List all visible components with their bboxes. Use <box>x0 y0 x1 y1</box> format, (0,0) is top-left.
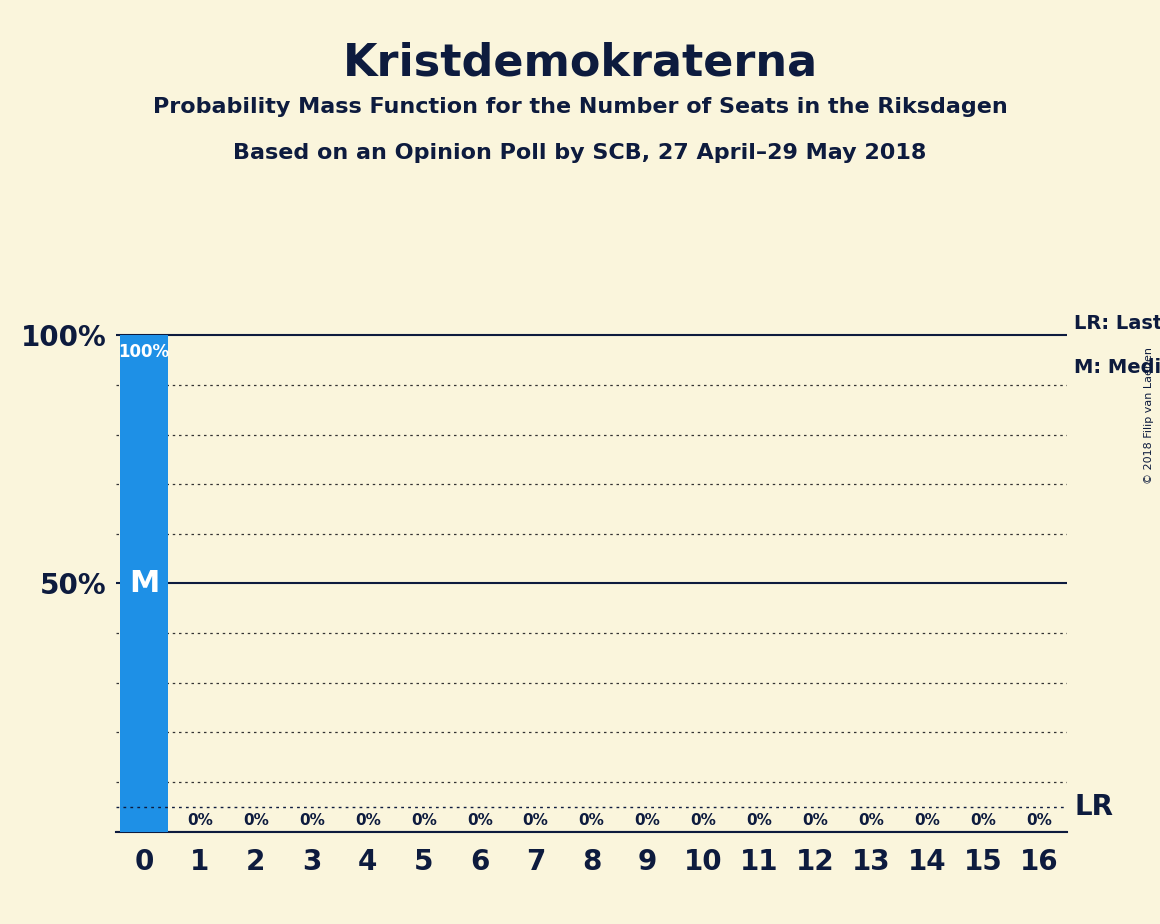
Text: LR: LR <box>1074 793 1114 821</box>
Text: 0%: 0% <box>803 812 828 828</box>
Text: Based on an Opinion Poll by SCB, 27 April–29 May 2018: Based on an Opinion Poll by SCB, 27 Apri… <box>233 143 927 164</box>
Text: LR: Last Result: LR: Last Result <box>1074 313 1160 333</box>
Text: 0%: 0% <box>635 812 660 828</box>
Bar <box>121 335 168 832</box>
Text: 0%: 0% <box>242 812 269 828</box>
Text: M: Median: M: Median <box>1074 358 1160 377</box>
Text: Probability Mass Function for the Number of Seats in the Riksdagen: Probability Mass Function for the Number… <box>153 97 1007 117</box>
Text: 0%: 0% <box>970 812 996 828</box>
Text: 0%: 0% <box>690 812 717 828</box>
Text: 0%: 0% <box>747 812 773 828</box>
Text: 0%: 0% <box>299 812 325 828</box>
Text: 0%: 0% <box>355 812 380 828</box>
Text: 0%: 0% <box>187 812 213 828</box>
Text: M: M <box>129 569 159 598</box>
Text: Kristdemokraterna: Kristdemokraterna <box>342 42 818 85</box>
Text: 0%: 0% <box>466 812 493 828</box>
Text: 0%: 0% <box>1027 812 1052 828</box>
Text: 0%: 0% <box>411 812 436 828</box>
Text: 100%: 100% <box>118 343 169 360</box>
Text: 0%: 0% <box>523 812 549 828</box>
Text: © 2018 Filip van Laenen: © 2018 Filip van Laenen <box>1144 347 1154 484</box>
Text: 0%: 0% <box>858 812 884 828</box>
Text: 0%: 0% <box>579 812 604 828</box>
Text: 0%: 0% <box>914 812 941 828</box>
